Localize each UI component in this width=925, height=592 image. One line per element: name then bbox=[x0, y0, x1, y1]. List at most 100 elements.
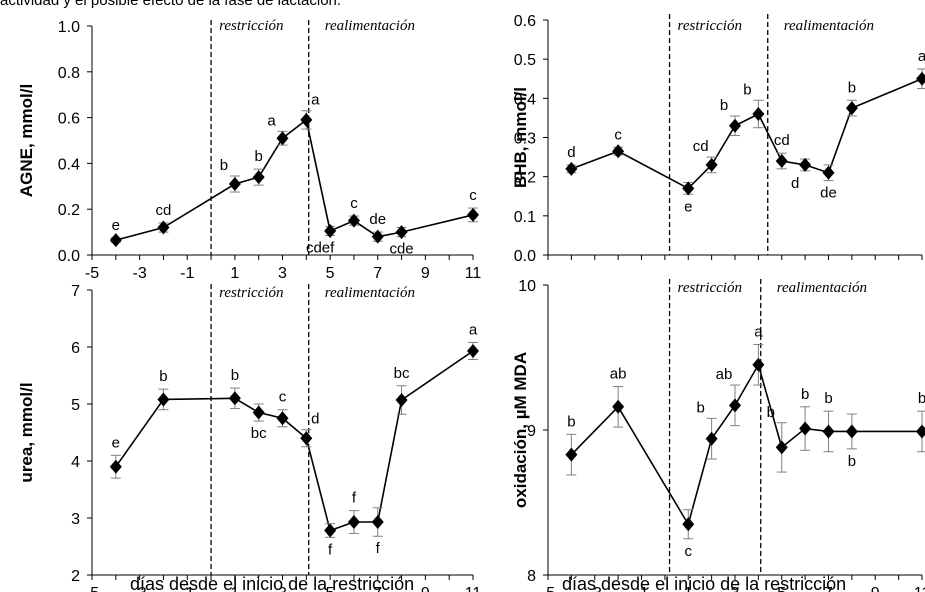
data-point bbox=[371, 514, 384, 529]
figure-caption: actividad y el posible efecto de la fase… bbox=[0, 0, 342, 9]
y-tick-label: 0.3 bbox=[514, 131, 536, 148]
significance-letter: b bbox=[255, 148, 263, 165]
x-tick-label: 1 bbox=[230, 265, 239, 282]
significance-letter: b bbox=[801, 386, 809, 403]
data-point bbox=[228, 177, 241, 192]
significance-letter: b bbox=[824, 390, 832, 407]
y-tick-label: 1.0 bbox=[58, 19, 80, 36]
panel-agne: 0.0 0.2 0.4 0.6 0.8 1.0 -5 -3 -1 1 3 5 7 9 11 AGNE, mmo… bbox=[17, 18, 481, 282]
data-point bbox=[324, 223, 337, 238]
y-tick-label: 10 bbox=[518, 278, 536, 295]
data-point bbox=[799, 421, 812, 436]
significance-letter: a bbox=[754, 323, 763, 340]
x-axis-label-left: días desde el inicio de la restricción bbox=[130, 574, 414, 592]
significance-letter: b bbox=[220, 157, 228, 174]
data-point bbox=[752, 357, 765, 372]
significance-letter: cd bbox=[774, 132, 790, 149]
data-point bbox=[300, 112, 313, 127]
x-tick-label: 3 bbox=[731, 585, 740, 592]
y-tick-label: 0.0 bbox=[58, 248, 80, 265]
x-tick-label: 9 bbox=[421, 265, 430, 282]
significance-letter: b bbox=[848, 79, 856, 96]
y-tick-label: 0.8 bbox=[58, 65, 80, 82]
significance-letter: de bbox=[820, 185, 837, 202]
series-line bbox=[115, 118, 474, 241]
series-line bbox=[570, 362, 922, 527]
phase-label-realimentacion: realimentación bbox=[777, 280, 867, 296]
y-tick-label: 9 bbox=[527, 423, 536, 440]
x-tick-label: -3 bbox=[133, 265, 147, 282]
data-point bbox=[467, 343, 479, 358]
data-point bbox=[916, 71, 925, 86]
y-tick-label: 5 bbox=[71, 397, 80, 414]
data-point bbox=[276, 131, 289, 146]
significance-letter: cdef bbox=[306, 240, 335, 257]
data-point bbox=[916, 424, 925, 439]
x-tick-label: 5 bbox=[777, 585, 786, 592]
x-tick-label: 5 bbox=[326, 585, 335, 592]
data-point bbox=[612, 399, 625, 414]
y-axis-label: urea, mmol/l bbox=[17, 382, 36, 482]
data-point bbox=[252, 405, 265, 420]
significance-letter: de bbox=[369, 211, 386, 228]
data-point bbox=[752, 107, 765, 121]
significance-letter: c bbox=[685, 543, 693, 560]
data-point bbox=[565, 161, 578, 176]
data-point bbox=[228, 391, 241, 406]
data-point bbox=[565, 447, 578, 462]
y-axis-label: oxidación, µM MDA bbox=[511, 352, 530, 508]
data-point bbox=[109, 459, 122, 474]
significance-letter: bc bbox=[251, 425, 267, 442]
data-point bbox=[395, 393, 408, 408]
y-tick-label: 4 bbox=[71, 454, 80, 471]
x-tick-label: -3 bbox=[588, 585, 602, 592]
x-tick-label: 7 bbox=[373, 585, 382, 592]
data-point bbox=[775, 154, 788, 168]
y-tick-label: 7 bbox=[71, 283, 80, 300]
data-point bbox=[612, 144, 625, 159]
significance-letter: f bbox=[376, 540, 381, 557]
significance-letter: b bbox=[743, 81, 751, 98]
data-point bbox=[347, 213, 360, 228]
y-axis-label: BHB, mmol/l bbox=[511, 87, 530, 188]
data-point bbox=[822, 165, 835, 180]
significance-letter: cd bbox=[156, 202, 172, 219]
x-tick-label: 9 bbox=[421, 585, 430, 592]
x-tick-label: 7 bbox=[373, 265, 382, 282]
data-point bbox=[682, 517, 695, 532]
significance-letter: c bbox=[469, 187, 477, 204]
x-tick-label: -1 bbox=[180, 585, 194, 592]
data-point bbox=[347, 514, 360, 529]
data-point bbox=[252, 170, 265, 185]
significance-letter: a bbox=[267, 112, 276, 129]
x-tick-label: 1 bbox=[230, 585, 239, 592]
significance-letter: ab bbox=[716, 366, 733, 383]
significance-letter: d bbox=[791, 175, 799, 192]
y-tick-label: 0.2 bbox=[514, 170, 536, 187]
data-point bbox=[371, 229, 384, 244]
data-point bbox=[682, 181, 695, 196]
data-point bbox=[775, 440, 788, 455]
phase-label-restriccion: restricción bbox=[678, 280, 742, 296]
significance-letter: e bbox=[112, 217, 120, 234]
data-point bbox=[845, 101, 858, 116]
x-tick-label: 3 bbox=[278, 265, 287, 282]
y-tick-label: 8 bbox=[527, 568, 536, 585]
x-tick-label: -5 bbox=[541, 585, 555, 592]
y-tick-label: 0.4 bbox=[58, 156, 80, 173]
significance-letter: cd bbox=[693, 138, 709, 155]
significance-letter: b bbox=[159, 368, 167, 385]
significance-letter: f bbox=[328, 541, 333, 558]
data-point bbox=[109, 233, 122, 248]
x-tick-label: -1 bbox=[180, 265, 194, 282]
x-tick-label: 1 bbox=[684, 585, 693, 592]
significance-letter: b bbox=[696, 399, 704, 416]
x-tick-label: -5 bbox=[85, 585, 99, 592]
x-tick-label: -1 bbox=[634, 585, 648, 592]
phase-label-realimentacion: realimentación bbox=[325, 285, 415, 301]
significance-letter: b bbox=[567, 413, 575, 430]
panel-urea: 2 3 4 5 6 7 -5 -3 -1 1 3 5 7 9 11 urea, mmol/l restricci… bbox=[17, 283, 481, 592]
significance-letter: d bbox=[567, 144, 575, 161]
data-point bbox=[324, 523, 337, 538]
